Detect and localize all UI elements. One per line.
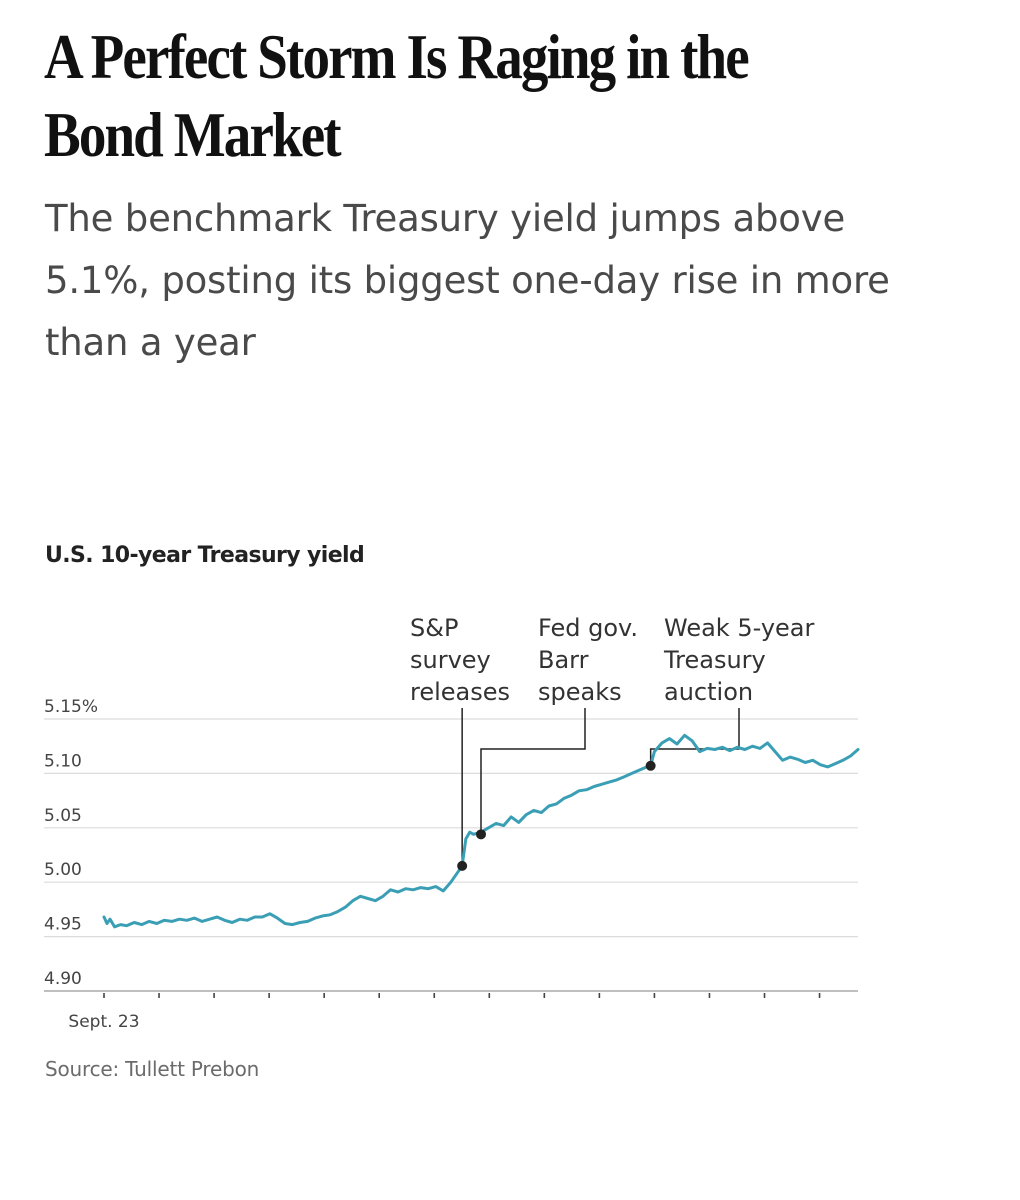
y-tick-label: 5.05 — [44, 806, 82, 826]
event-markers — [457, 760, 656, 871]
series-layer — [102, 733, 860, 929]
annotation-text: S&P — [410, 614, 458, 642]
annotation-text: survey — [410, 646, 491, 674]
annotation-text: Weak 5-year — [664, 614, 815, 642]
annotation-text: Treasury — [663, 646, 766, 674]
annotation-text: releases — [410, 678, 510, 706]
y-tick-label: 5.00 — [44, 860, 82, 880]
event-marker — [476, 829, 486, 840]
annotation-sp-survey: S&P survey releases — [410, 614, 510, 866]
source-note: Source: Tullett Prebon — [45, 1057, 260, 1081]
y-tick-label: 4.95 — [44, 915, 82, 935]
annotation-text: auction — [664, 678, 753, 706]
annotation-text: speaks — [538, 678, 622, 706]
yield-chart: 5.15% 5.10 5.05 5.00 4.95 4.90 Sept. 23 S&P su… — [44, 614, 860, 1032]
x-tick-label: Sept. 23 — [68, 1012, 139, 1032]
annotation-text: Fed gov. — [538, 614, 638, 642]
chart-title: U.S. 10-year Treasury yield — [45, 543, 365, 568]
event-marker — [645, 760, 656, 771]
event-marker — [457, 860, 468, 871]
x-axis: Sept. 23 — [68, 993, 821, 1032]
annotation-barr-speaks: Fed gov. Barr speaks — [480, 614, 638, 835]
annotation-text: Barr — [538, 646, 589, 674]
annotation-treasury-auction: Weak 5-year Treasury auction — [649, 614, 815, 766]
leader-line — [649, 708, 740, 766]
yield-series-line — [102, 733, 860, 929]
y-tick-label: 5.10 — [44, 751, 82, 771]
grid-layer: 5.15% 5.10 5.05 5.00 4.95 4.90 — [44, 697, 858, 992]
headline: A Perfect Storm Is Raging in the Bond Ma… — [44, 21, 750, 170]
leader-line — [480, 708, 586, 835]
annotation-layer: S&P survey releases Fed gov. Barr speaks Weak … — [410, 614, 815, 866]
y-tick-label: 4.90 — [44, 969, 82, 989]
subheadline: The benchmark Treasury yield jumps above… — [45, 197, 890, 364]
y-tick-label: 5.15% — [44, 697, 98, 717]
